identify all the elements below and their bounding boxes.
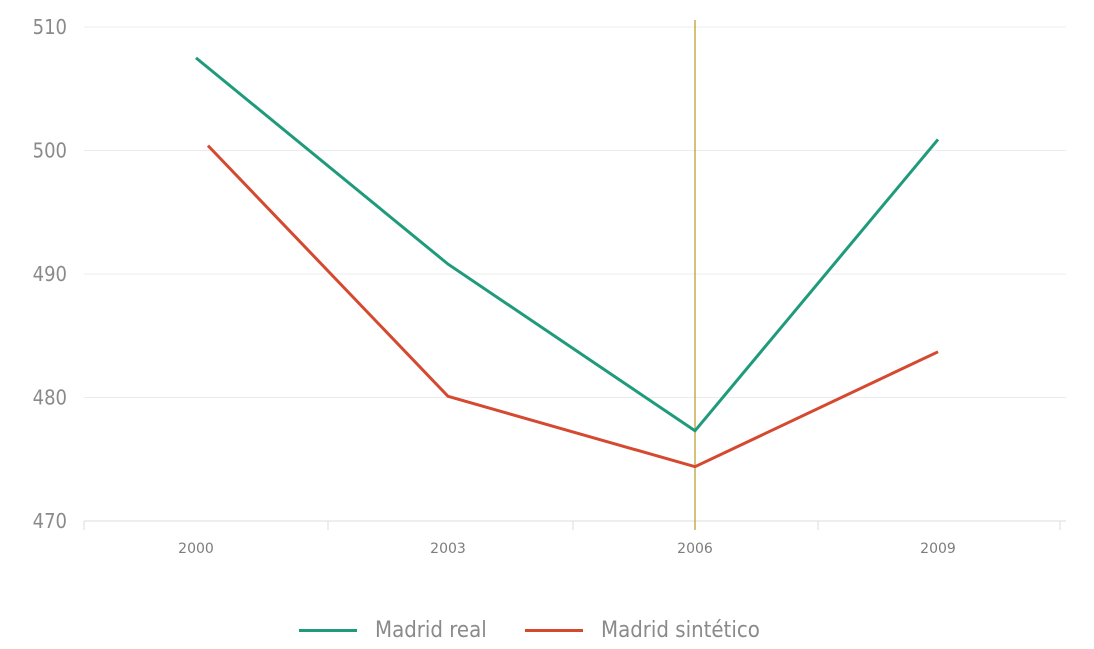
series-line-madrid-real [195, 56, 940, 433]
y-tick-label-480: 480 [33, 386, 67, 410]
series-line-madrid-sintetico [206, 144, 939, 469]
y-tick-label-510: 510 [33, 15, 67, 39]
legend-item-madrid-sintetico: Madrid sintético [525, 612, 760, 648]
x-tick-label-2006: 2006 [677, 541, 713, 557]
y-axis-ticks: 510 500 490 480 470 [33, 15, 67, 533]
y-tick-label-470: 470 [33, 509, 67, 533]
x-tick-label-2000: 2000 [178, 541, 214, 557]
legend-label-madrid-real: Madrid real [375, 617, 487, 643]
legend-swatch-madrid-real [299, 628, 357, 632]
legend-item-madrid-real: Madrid real [299, 612, 487, 648]
line-chart: 510 500 490 480 470 2000 2003 2006 2009 [33, 15, 1066, 557]
legend-swatch-madrid-sintetico [525, 628, 583, 632]
y-tick-label-490: 490 [33, 262, 67, 286]
x-tick-label-2009: 2009 [920, 541, 956, 557]
x-axis: 2000 2003 2006 2009 [83, 520, 1066, 557]
series-group [195, 56, 940, 469]
grid-lines [84, 26, 1066, 522]
legend-label-madrid-sintetico: Madrid sintético [601, 617, 760, 643]
x-tick-label-2003: 2003 [430, 541, 466, 557]
legend: Madrid real Madrid sintético [0, 612, 1094, 648]
y-tick-label-500: 500 [33, 139, 67, 163]
